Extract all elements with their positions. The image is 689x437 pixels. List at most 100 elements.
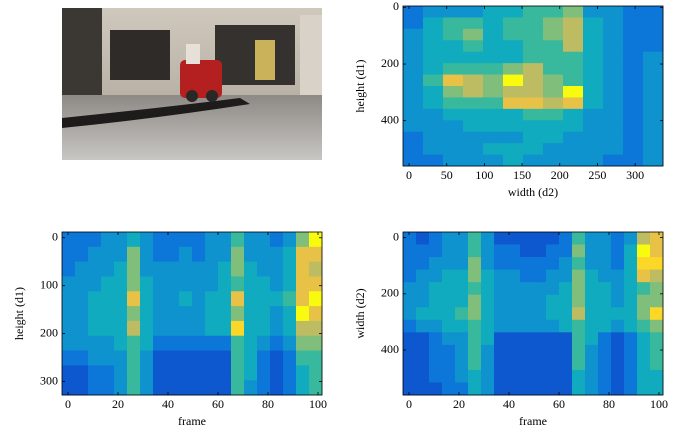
heatmap-cell bbox=[503, 131, 524, 144]
heatmap-cell bbox=[520, 344, 534, 358]
heatmap-cell bbox=[443, 120, 464, 133]
heatmap-cell bbox=[463, 51, 484, 64]
heatmap-cell bbox=[520, 257, 534, 271]
heatmap-cell bbox=[443, 17, 464, 30]
heatmap-cell bbox=[416, 257, 430, 271]
heatmap-cell bbox=[270, 365, 284, 381]
heatmap-cell bbox=[403, 97, 424, 110]
x-tick-label: 60 bbox=[212, 397, 224, 411]
heatmap-cell bbox=[127, 291, 141, 307]
heatmap-cell bbox=[481, 319, 495, 333]
heatmap-cell bbox=[423, 63, 444, 75]
heatmap-cell bbox=[643, 154, 664, 167]
heatmap-cell bbox=[533, 294, 547, 308]
heatmap-cell bbox=[572, 244, 586, 258]
heatmap-cell bbox=[598, 244, 612, 258]
heatmap-cell bbox=[468, 282, 482, 296]
heatmap-cell bbox=[546, 382, 560, 396]
heatmap-cell bbox=[62, 365, 76, 381]
heatmap-cell bbox=[533, 257, 547, 271]
heatmap-cell bbox=[88, 365, 102, 381]
heatmap-cell bbox=[650, 269, 664, 283]
heatmap-cell bbox=[423, 154, 444, 167]
heatmap-cell bbox=[192, 320, 206, 337]
heatmap-cell bbox=[423, 143, 444, 155]
heatmap-cell bbox=[455, 332, 469, 346]
heatmap-cell bbox=[468, 357, 482, 371]
heatmap-cell bbox=[166, 291, 180, 307]
heatmap-cell bbox=[637, 357, 651, 371]
heatmap-cell bbox=[166, 335, 180, 351]
heatmap-cell bbox=[603, 28, 624, 41]
heatmap-cell bbox=[443, 51, 464, 64]
heatmap-cell bbox=[442, 344, 456, 358]
heatmap-cell bbox=[166, 246, 180, 263]
heatmap-cell bbox=[75, 335, 89, 351]
heatmap-cell bbox=[62, 246, 76, 263]
heatmap-cell bbox=[603, 51, 624, 64]
heatmap-cell bbox=[523, 86, 544, 98]
heatmap-cell bbox=[443, 40, 464, 53]
heatmap-cell bbox=[520, 282, 534, 296]
heatmap-cell bbox=[643, 120, 664, 133]
heatmap-cell bbox=[563, 108, 584, 121]
heatmap-cell bbox=[257, 320, 271, 337]
heatmap-cell bbox=[257, 350, 271, 366]
x-tick-label: 20 bbox=[112, 397, 124, 411]
heatmap-cell bbox=[520, 319, 534, 333]
heatmap-cell bbox=[403, 244, 417, 258]
heatmap-cell bbox=[166, 365, 180, 381]
heatmap-cell bbox=[481, 332, 495, 346]
y-tick-label: 0 bbox=[393, 229, 399, 243]
y-axis-label: height (d1) bbox=[12, 287, 26, 340]
heatmap-cell bbox=[468, 344, 482, 358]
heatmap-cell bbox=[463, 143, 484, 155]
heatmap-cell bbox=[75, 306, 89, 322]
heatmap-cell bbox=[585, 244, 599, 258]
heatmap-cell bbox=[429, 294, 443, 308]
heatmap-cell bbox=[637, 257, 651, 271]
heatmap-cell bbox=[483, 108, 504, 121]
heatmap-cell bbox=[623, 17, 644, 30]
heatmap-cell bbox=[585, 382, 599, 396]
heatmap-cell bbox=[423, 97, 444, 110]
heatmap-cell bbox=[546, 332, 560, 346]
heatmap-cell bbox=[483, 143, 504, 155]
heatmap-cell bbox=[166, 261, 180, 277]
x-tick-label: 100 bbox=[475, 168, 493, 182]
y-tick-label: 200 bbox=[381, 56, 399, 70]
heatmap-cell bbox=[559, 282, 573, 296]
heatmap-cell bbox=[218, 291, 232, 307]
heatmap-cell bbox=[231, 276, 245, 292]
heatmap-cell bbox=[463, 108, 484, 121]
x-tick-label: 0 bbox=[65, 397, 71, 411]
heatmap-cell bbox=[624, 282, 638, 296]
heatmap-cell bbox=[443, 143, 464, 155]
heatmap-cell bbox=[309, 365, 323, 381]
heatmap-cell bbox=[179, 276, 193, 292]
y-tick-label: 0 bbox=[393, 0, 399, 13]
heatmap-cell bbox=[546, 269, 560, 283]
heatmap-cell bbox=[559, 232, 573, 245]
heatmap-cell bbox=[179, 261, 193, 277]
heatmap-cell bbox=[192, 261, 206, 277]
heatmap-cell bbox=[546, 282, 560, 296]
heatmap-cell bbox=[403, 307, 417, 321]
heatmap-cell bbox=[218, 320, 232, 337]
heatmap-cell bbox=[503, 86, 524, 98]
heatmap-cell bbox=[637, 282, 651, 296]
heatmap-cell bbox=[140, 261, 154, 277]
heatmap-cell bbox=[218, 306, 232, 322]
heatmap-cell bbox=[166, 276, 180, 292]
heatmap-cell bbox=[523, 40, 544, 53]
heatmap-cell bbox=[270, 246, 284, 263]
heatmap-cell bbox=[75, 232, 89, 248]
heatmap-cell bbox=[583, 6, 604, 18]
heatmap-cell bbox=[244, 335, 258, 351]
heatmap-cell bbox=[543, 86, 564, 98]
heatmap-cell bbox=[140, 335, 154, 351]
heatmap-cell bbox=[611, 294, 625, 308]
heatmap-cell bbox=[563, 74, 584, 87]
heatmap-cell bbox=[603, 86, 624, 98]
heatmap-cell bbox=[218, 350, 232, 366]
